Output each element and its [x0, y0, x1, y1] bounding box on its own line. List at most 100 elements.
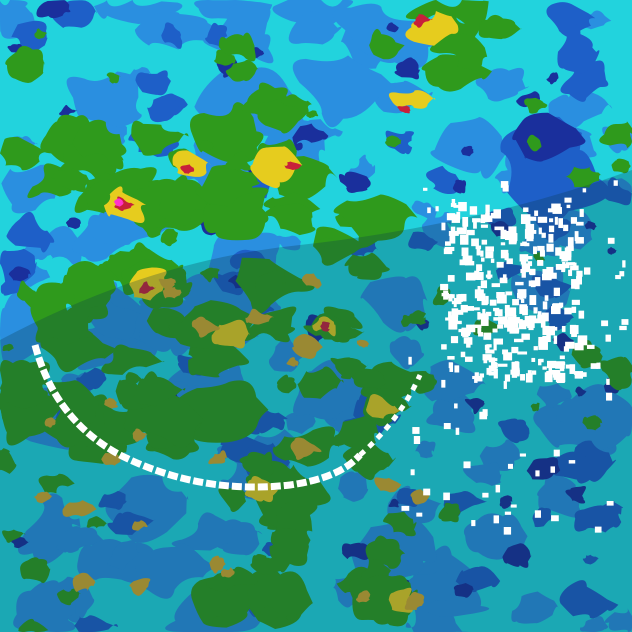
white-speck — [435, 206, 439, 212]
white-speck — [479, 373, 485, 378]
white-speck — [460, 234, 469, 245]
white-speck — [621, 319, 629, 325]
white-speck — [511, 372, 518, 378]
white-speck — [511, 361, 520, 371]
white-speck — [485, 246, 494, 252]
dark-blue-echo — [584, 220, 597, 231]
blue-echo — [462, 462, 502, 486]
green-echo — [333, 194, 418, 248]
white-speck — [546, 243, 554, 252]
white-speck — [538, 358, 542, 366]
yellow-echo — [366, 394, 401, 419]
dark-blue-echo — [292, 123, 329, 146]
white-speck — [503, 527, 512, 535]
white-speck — [490, 258, 495, 263]
white-speck — [544, 372, 553, 383]
white-speck — [453, 204, 463, 208]
white-speck — [478, 332, 484, 337]
white-speck — [488, 365, 496, 372]
white-speck — [493, 209, 501, 219]
white-speck — [578, 310, 585, 319]
blue-echo — [557, 24, 600, 74]
blue-echo — [560, 60, 609, 102]
white-speck — [480, 280, 488, 289]
orange-echo — [129, 578, 151, 596]
white-speck — [451, 300, 462, 305]
white-speck — [564, 263, 570, 269]
white-speck — [445, 317, 454, 321]
dark-blue-echo — [36, 0, 71, 19]
white-speck — [549, 218, 554, 223]
white-speck — [576, 270, 583, 277]
white-speck — [511, 319, 519, 328]
blue-echo — [107, 511, 156, 535]
white-speck — [472, 324, 482, 329]
green-echo — [160, 228, 179, 247]
white-speck — [550, 306, 561, 315]
green-echo — [260, 605, 279, 623]
white-speck — [467, 337, 473, 345]
green-echo — [255, 268, 287, 304]
green-echo — [438, 502, 461, 523]
white-speck — [423, 488, 431, 496]
orange-echo — [292, 333, 323, 359]
green-echo — [168, 300, 261, 350]
dark-blue-echo — [499, 495, 513, 509]
white-speck — [483, 359, 488, 364]
white-speck — [410, 469, 415, 476]
orange-echo — [404, 591, 425, 610]
green-echo — [313, 226, 370, 266]
green-echo — [400, 314, 412, 327]
green-echo — [212, 615, 224, 624]
white-speck — [559, 373, 564, 377]
white-speck — [500, 242, 506, 246]
white-speck — [497, 324, 504, 329]
green-echo — [325, 317, 365, 343]
white-speck — [576, 221, 584, 226]
white-speck — [520, 299, 525, 303]
shaded-region — [0, 170, 632, 632]
white-speck — [529, 295, 537, 306]
white-speck — [456, 309, 464, 315]
green-echo — [0, 136, 47, 171]
white-speck — [561, 255, 569, 262]
white-speck — [460, 351, 466, 358]
white-speck — [508, 226, 517, 234]
green-echo — [421, 54, 492, 92]
white-speck — [570, 265, 579, 271]
white-speck — [500, 249, 509, 259]
white-speck — [450, 336, 459, 344]
white-speck — [596, 362, 601, 369]
blue-echo — [415, 440, 436, 459]
white-speck — [559, 367, 565, 372]
blue-echo — [475, 67, 530, 102]
white-speck — [524, 229, 534, 239]
white-speck — [469, 206, 478, 215]
white-speck — [548, 233, 554, 243]
orange-echo — [101, 452, 124, 466]
white-speck — [454, 365, 460, 373]
green-echo — [86, 516, 108, 529]
white-speck — [533, 346, 538, 351]
white-speck — [553, 449, 560, 457]
white-speck — [508, 239, 517, 245]
green-echo — [369, 28, 405, 60]
green-echo — [38, 473, 76, 494]
dark-blue-echo — [526, 457, 561, 480]
white-speck — [542, 366, 547, 370]
white-speck — [444, 241, 451, 246]
white-speck — [463, 224, 467, 231]
white-speck — [488, 371, 495, 376]
white-speck — [507, 463, 513, 469]
blue-echo — [498, 418, 530, 444]
green-echo — [106, 72, 121, 84]
orange-echo — [355, 590, 371, 603]
white-speck — [554, 216, 558, 225]
white-speck — [482, 354, 492, 361]
white-speck — [464, 261, 475, 266]
white-speck — [493, 368, 498, 379]
green-echo — [218, 32, 256, 62]
white-speck — [498, 316, 508, 325]
blue-echo — [6, 211, 55, 253]
